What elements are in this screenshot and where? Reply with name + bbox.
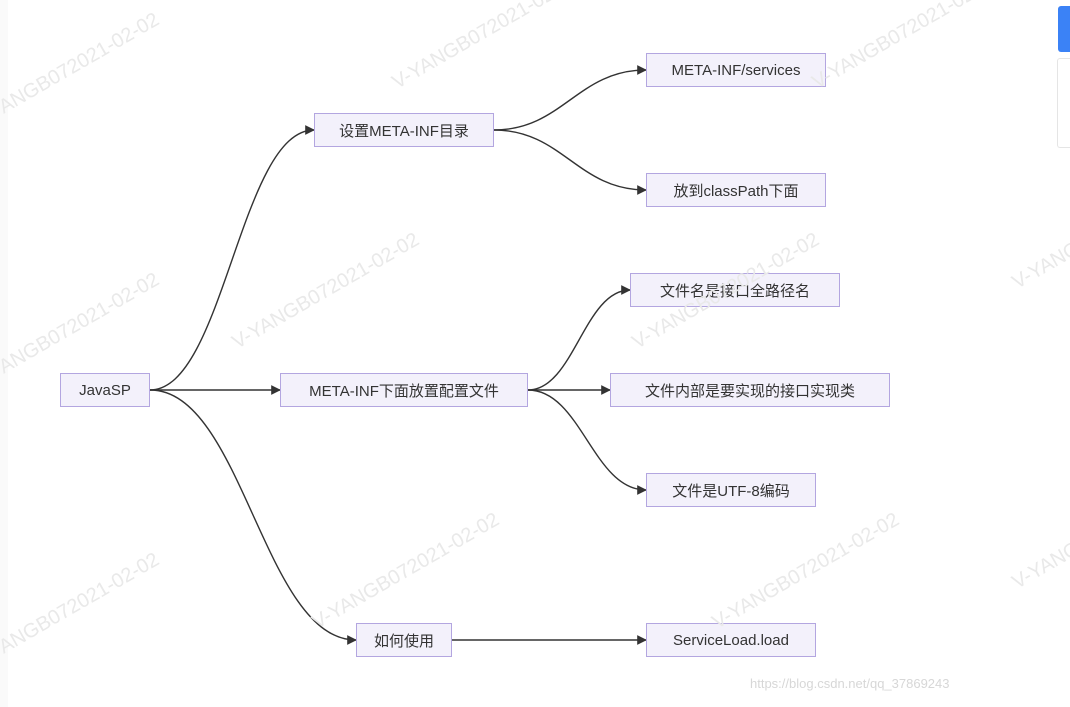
node-n3a: ServiceLoad.load xyxy=(646,623,816,657)
left-strip xyxy=(0,0,8,707)
watermark: V-YANGB072021-02-02 xyxy=(1008,169,1070,295)
node-n1a: META-INF/services xyxy=(646,53,826,87)
node-n3: 如何使用 xyxy=(356,623,452,657)
watermark: V-YANGB072021-02-02 xyxy=(808,0,1003,94)
node-label: META-INF/services xyxy=(672,62,801,79)
watermark: V-YANGB072021-02-02 xyxy=(708,509,903,635)
node-label: 文件名是接口全路径名 xyxy=(660,280,810,301)
edge-root-n3 xyxy=(150,390,356,640)
node-label: 文件是UTF-8编码 xyxy=(672,480,790,501)
node-root: JavaSP xyxy=(60,373,150,407)
watermark: V-YANGB072021-02-02 xyxy=(308,509,503,635)
node-label: JavaSP xyxy=(79,382,131,399)
edge-root-n1 xyxy=(150,130,314,390)
node-label: 如何使用 xyxy=(374,630,434,651)
node-n2c: 文件是UTF-8编码 xyxy=(646,473,816,507)
side-tab[interactable] xyxy=(1058,6,1070,52)
edge-n1-n1b xyxy=(494,130,646,190)
node-n2b: 文件内部是要实现的接口实现类 xyxy=(610,373,890,407)
node-label: META-INF下面放置配置文件 xyxy=(309,380,499,401)
watermark: V-YANGB072021-02-02 xyxy=(0,549,164,675)
node-label: 文件内部是要实现的接口实现类 xyxy=(645,380,855,401)
watermark: V-YANGB072021-02-02 xyxy=(388,0,583,94)
footer-watermark: https://blog.csdn.net/qq_37869243 xyxy=(750,676,950,691)
watermark: V-YANGB072021-02-02 xyxy=(228,229,423,355)
node-n1: 设置META-INF目录 xyxy=(314,113,494,147)
node-n2a: 文件名是接口全路径名 xyxy=(630,273,840,307)
watermark: V-YANGB072021-02-02 xyxy=(1008,469,1070,595)
diagram-canvas: JavaSP 设置META-INF目录 META-INF/services 放到cla… xyxy=(0,0,1070,707)
node-label: ServiceLoad.load xyxy=(673,632,789,649)
watermark: V-YANGB072021-02-02 xyxy=(0,9,164,135)
node-label: 设置META-INF目录 xyxy=(339,120,469,141)
node-n1b: 放到classPath下面 xyxy=(646,173,826,207)
edges-layer xyxy=(0,0,1070,707)
side-panel xyxy=(1057,58,1070,148)
edge-n1-n1a xyxy=(494,70,646,130)
node-n2: META-INF下面放置配置文件 xyxy=(280,373,528,407)
node-label: 放到classPath下面 xyxy=(673,180,798,201)
